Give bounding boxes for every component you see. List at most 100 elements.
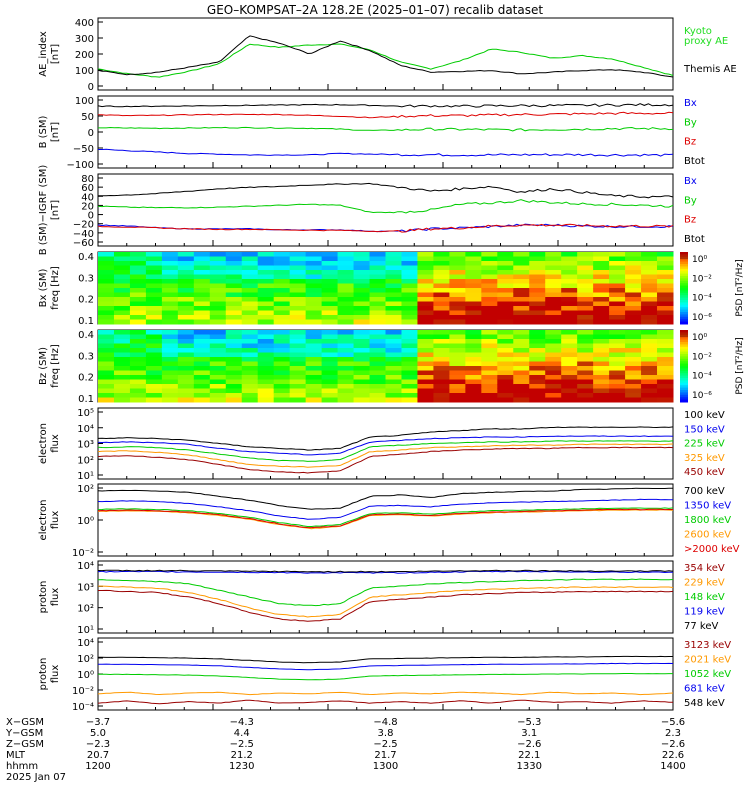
spectrogram-cell <box>145 270 163 275</box>
spectrogram-cell <box>193 279 211 284</box>
spectrogram-cell <box>113 388 131 394</box>
axis-mlt-value: 22.6 <box>662 750 684 761</box>
y-axis-label: flux <box>50 588 61 607</box>
spectrogram-cell <box>241 393 259 398</box>
spectrogram-cell <box>545 315 562 320</box>
spectrogram-cell <box>529 379 546 385</box>
y-axis-label: [nT] <box>50 200 61 220</box>
spectrogram-cell <box>193 339 211 344</box>
spectrogram-cell <box>209 388 227 394</box>
spectrogram-cell <box>273 270 291 275</box>
spectrogram-cell <box>513 315 530 320</box>
spectrogram-cell <box>161 310 179 316</box>
legend-entry: 2021 keV <box>684 655 731 666</box>
colorbar-cell <box>680 319 688 323</box>
spectrogram-cell <box>417 343 434 349</box>
spectrogram-cell <box>497 330 514 335</box>
spectrogram-cell <box>98 315 115 320</box>
colorbar-cell <box>680 334 688 338</box>
spectrogram-cell <box>177 388 195 394</box>
spectrogram-cell <box>257 375 275 380</box>
spectrogram-cell <box>353 319 371 325</box>
spectrogram-cell <box>177 393 195 398</box>
spectrogram-cell <box>465 397 482 403</box>
spectrogram-cell <box>353 274 371 280</box>
spectrogram-cell <box>129 366 147 371</box>
spectrogram-cell <box>561 393 578 398</box>
spectrogram-cell <box>529 261 546 266</box>
colorbar: 10⁰ 10⁻² 10⁻⁴ 10⁻⁶ PSD [nT²/Hz] <box>680 252 745 325</box>
spectrogram-cell <box>481 339 498 344</box>
spectrogram-cell <box>577 393 594 398</box>
spectrogram-cell <box>449 288 466 293</box>
spectrogram-cell <box>177 297 195 302</box>
spectrogram-cell <box>321 388 339 394</box>
spectrogram-cell <box>98 292 115 298</box>
spectrogram-cell <box>209 319 227 325</box>
legend-entry: Bz <box>684 137 696 148</box>
series-line <box>97 435 674 456</box>
y-tick-label: 40 <box>81 192 94 203</box>
spectrogram-cell <box>657 274 674 280</box>
spectrogram-cell <box>417 375 434 380</box>
spectrogram-cell <box>177 357 195 362</box>
spectrogram-cell <box>433 334 450 340</box>
spectrogram-cell <box>129 334 147 340</box>
spectrogram-cell <box>321 339 339 344</box>
colorbar-cell <box>680 302 688 306</box>
spectrogram-cell <box>433 393 450 398</box>
panel-6: electron flux 10⁵ 10⁴ 10³ 10² 10¹ 100 keV 150 ke… <box>38 407 725 482</box>
spectrogram-cell <box>257 252 275 257</box>
colorbar-cell <box>680 378 688 381</box>
series-line <box>97 498 673 520</box>
spectrogram-cell <box>497 352 514 358</box>
spectrogram-cell <box>465 265 482 271</box>
spectrogram-cell <box>353 330 371 335</box>
spectrogram-cell <box>385 343 402 349</box>
spectrogram-cell <box>225 292 243 298</box>
spectrogram-cell <box>497 339 514 344</box>
spectrogram-cell <box>657 352 674 358</box>
spectrogram-cell <box>497 319 514 325</box>
spectrogram-cell <box>385 319 402 325</box>
spectrogram-cell <box>465 370 482 376</box>
spectrogram-cell <box>305 361 323 367</box>
spectrogram-cell <box>561 352 578 358</box>
spectrogram-cell <box>241 370 259 376</box>
axis-x-value: −5.3 <box>517 717 541 728</box>
spectrogram-cell <box>241 343 259 349</box>
spectrogram-cell <box>465 270 482 275</box>
spectrogram-cell <box>657 252 674 257</box>
colorbar-cell <box>680 261 688 265</box>
spectrogram-cell <box>241 306 259 311</box>
spectrogram-cell <box>641 361 658 367</box>
spectrogram-cell <box>321 384 339 389</box>
spectrogram-cell <box>113 330 131 335</box>
spectrogram-cell <box>113 366 131 371</box>
spectrogram-cell <box>225 375 243 380</box>
y-tick-label: 100 <box>75 96 94 107</box>
spectrogram-cell <box>609 283 626 289</box>
spectrogram-cell <box>241 357 259 362</box>
series-line <box>97 508 673 529</box>
spectrogram-cell <box>209 288 227 293</box>
spectrogram-cell <box>369 292 386 298</box>
spectrogram-cell <box>177 265 195 271</box>
spectrogram-cell <box>593 252 610 257</box>
spectrogram-cell <box>209 397 227 403</box>
spectrogram-cell <box>209 357 227 362</box>
spectrogram-cell <box>98 348 115 353</box>
spectrogram-cell <box>513 319 530 325</box>
spectrogram-cell <box>625 330 642 335</box>
spectrogram-cell <box>481 279 498 284</box>
spectrogram-cell <box>481 256 498 262</box>
spectrogram-cell <box>609 352 626 358</box>
spectrogram-cell <box>561 388 578 394</box>
spectrogram-cell <box>625 297 642 302</box>
colorbar-cell <box>680 264 688 267</box>
spectrogram-cell <box>497 310 514 316</box>
spectrogram-cell <box>609 301 626 307</box>
spectrogram-cell <box>401 256 418 262</box>
spectrogram-cell <box>513 283 530 289</box>
spectrogram-cell <box>209 352 227 358</box>
